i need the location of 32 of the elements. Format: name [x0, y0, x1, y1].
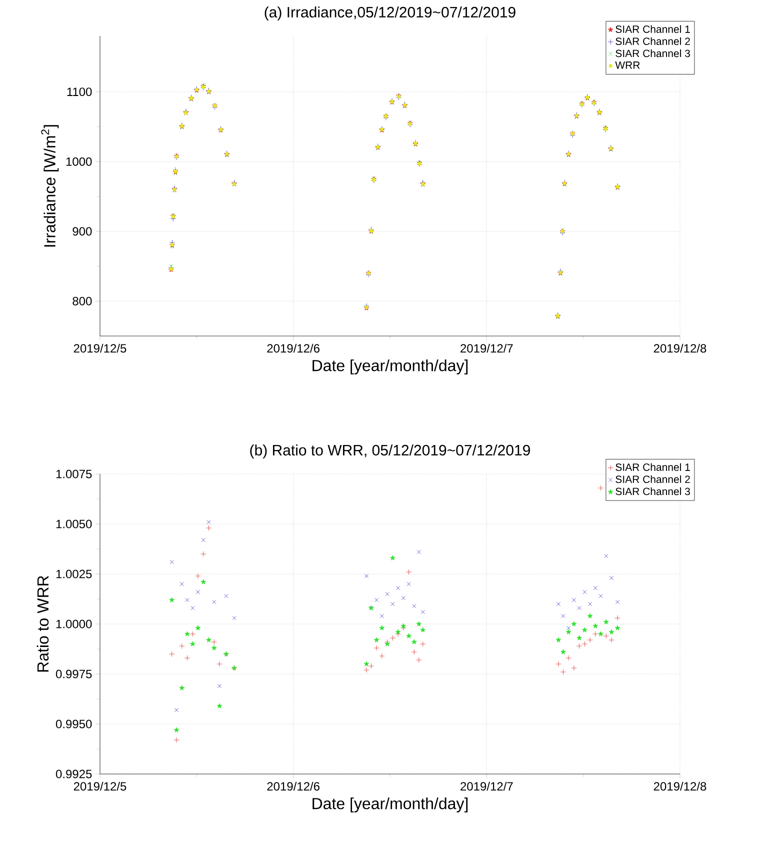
x-tick-label: 2019/12/6	[267, 344, 320, 353]
x-tick-label: 2019/12/7	[460, 344, 513, 353]
y-tick-label: 0.9950	[56, 720, 92, 728]
legend-label: SIAR Channel 1	[616, 25, 690, 33]
legend-label: SIAR Channel 1	[616, 463, 690, 471]
x-tick-label: 2019/12/7	[460, 782, 513, 791]
chart-title: (b) Ratio to WRR, 05/12/2019~07/12/2019	[250, 444, 530, 458]
y-axis-title: Ratio to WRR	[36, 576, 49, 672]
y-tick-label: 800	[72, 296, 92, 306]
y-tick-label: 1.0000	[56, 620, 92, 628]
x-axis-title: Date [year/month/day]	[312, 797, 468, 812]
y-tick-label: 900	[72, 227, 92, 236]
x-tick-label: 2019/12/8	[654, 782, 706, 791]
x-tick-label: 2019/12/8	[654, 344, 706, 353]
legend-label: SIAR Channel 2	[616, 37, 690, 46]
y-tick-label: 1.0050	[56, 520, 92, 528]
y-tick-label: 0.9925	[56, 770, 92, 778]
legend-label: WRR	[615, 62, 640, 69]
y-tick-label: 0.9975	[56, 670, 92, 678]
x-axis-title: Date [year/month/day]	[312, 359, 468, 374]
legend-label: SIAR Channel 2	[616, 475, 690, 484]
legend-label: SIAR Channel 3	[616, 49, 690, 58]
x-tick-label: 2019/12/5	[74, 782, 126, 791]
y-axis-title: Irradiance [W/m$^{2}$]	[41, 125, 59, 247]
x-tick-label: 2019/12/5	[74, 344, 126, 353]
x-tick-label: 2019/12/6	[267, 782, 320, 791]
legend-label: SIAR Channel 3	[616, 487, 690, 496]
y-tick-label: 1100	[67, 88, 92, 96]
y-tick-label: 1.0075	[56, 470, 92, 478]
y-tick-label: 1.0025	[56, 570, 92, 578]
y-tick-label: 1000	[66, 157, 92, 166]
chart-title: (a) Irradiance,05/12/2019~07/12/2019	[264, 6, 516, 20]
